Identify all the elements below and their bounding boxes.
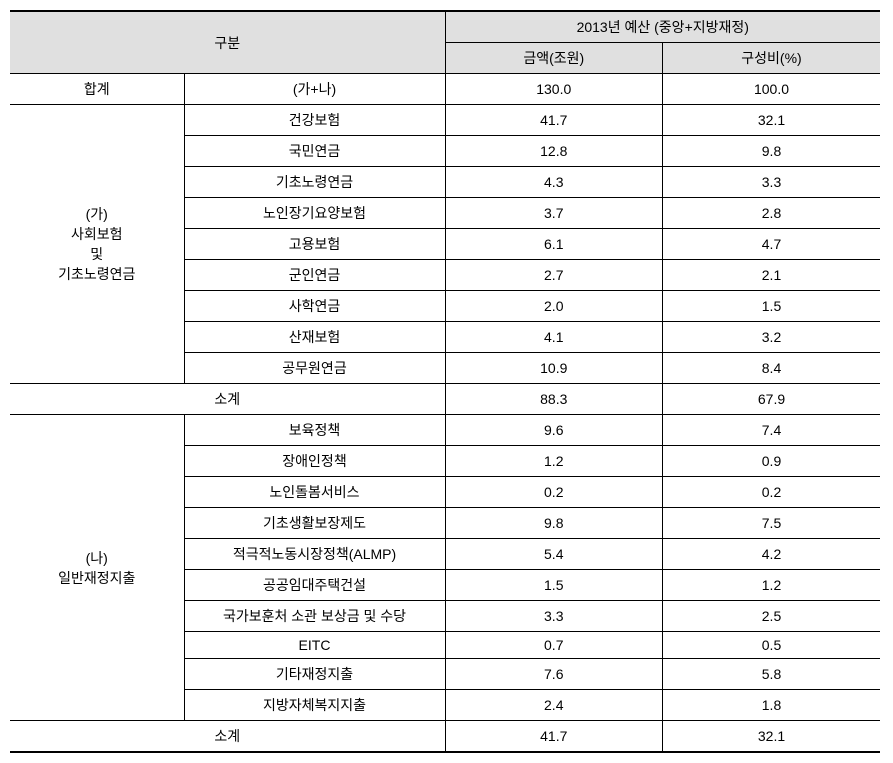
- subtotal-a-label: 소계: [10, 384, 445, 415]
- table-row-subtotal-b: 소계41.732.1: [10, 721, 880, 753]
- subtotal-b-ratio: 32.1: [663, 721, 881, 753]
- item-amount: 0.2: [445, 477, 663, 508]
- total-ratio: 100.0: [663, 74, 881, 105]
- table-row: (가) 사회보험 및 기초노령연금건강보험41.732.1: [10, 105, 880, 136]
- header-ratio: 구성비(%): [663, 43, 881, 74]
- table-row: (나) 일반재정지출보육정책9.67.4: [10, 415, 880, 446]
- item-ratio: 32.1: [663, 105, 881, 136]
- subtotal-a-ratio: 67.9: [663, 384, 881, 415]
- item-name: 기초노령연금: [184, 167, 445, 198]
- item-name: 장애인정책: [184, 446, 445, 477]
- item-ratio: 0.9: [663, 446, 881, 477]
- section-b-label: (나) 일반재정지출: [10, 415, 184, 721]
- item-name: 노인장기요양보험: [184, 198, 445, 229]
- item-ratio: 8.4: [663, 353, 881, 384]
- item-ratio: 9.8: [663, 136, 881, 167]
- item-amount: 4.3: [445, 167, 663, 198]
- total-label: 합계: [10, 74, 184, 105]
- item-ratio: 2.1: [663, 260, 881, 291]
- item-amount: 5.4: [445, 539, 663, 570]
- item-amount: 7.6: [445, 659, 663, 690]
- item-amount: 1.5: [445, 570, 663, 601]
- item-ratio: 3.3: [663, 167, 881, 198]
- item-ratio: 7.4: [663, 415, 881, 446]
- item-ratio: 4.2: [663, 539, 881, 570]
- item-name: 노인돌봄서비스: [184, 477, 445, 508]
- item-amount: 41.7: [445, 105, 663, 136]
- item-amount: 3.7: [445, 198, 663, 229]
- item-name: 국민연금: [184, 136, 445, 167]
- item-amount: 2.0: [445, 291, 663, 322]
- item-amount: 3.3: [445, 601, 663, 632]
- item-name: 군인연금: [184, 260, 445, 291]
- item-ratio: 1.8: [663, 690, 881, 721]
- item-name: 산재보험: [184, 322, 445, 353]
- item-amount: 4.1: [445, 322, 663, 353]
- item-amount: 2.7: [445, 260, 663, 291]
- item-ratio: 7.5: [663, 508, 881, 539]
- item-amount: 6.1: [445, 229, 663, 260]
- subtotal-b-amount: 41.7: [445, 721, 663, 753]
- table-row-total: 합계(가+나)130.0100.0: [10, 74, 880, 105]
- item-ratio: 2.8: [663, 198, 881, 229]
- item-name: 국가보훈처 소관 보상금 및 수당: [184, 601, 445, 632]
- item-ratio: 0.5: [663, 632, 881, 659]
- item-name: 고용보험: [184, 229, 445, 260]
- item-amount: 2.4: [445, 690, 663, 721]
- item-ratio: 5.8: [663, 659, 881, 690]
- item-amount: 9.8: [445, 508, 663, 539]
- item-name: 공무원연금: [184, 353, 445, 384]
- item-ratio: 0.2: [663, 477, 881, 508]
- item-ratio: 3.2: [663, 322, 881, 353]
- item-amount: 12.8: [445, 136, 663, 167]
- header-amount: 금액(조원): [445, 43, 663, 74]
- item-ratio: 1.5: [663, 291, 881, 322]
- header-budget-title: 2013년 예산 (중앙+지방재정): [445, 11, 880, 43]
- item-ratio: 4.7: [663, 229, 881, 260]
- item-amount: 10.9: [445, 353, 663, 384]
- item-amount: 1.2: [445, 446, 663, 477]
- item-name: 보육정책: [184, 415, 445, 446]
- section-a-label: (가) 사회보험 및 기초노령연금: [10, 105, 184, 384]
- total-amount: 130.0: [445, 74, 663, 105]
- subtotal-a-amount: 88.3: [445, 384, 663, 415]
- total-formula: (가+나): [184, 74, 445, 105]
- item-amount: 0.7: [445, 632, 663, 659]
- item-amount: 9.6: [445, 415, 663, 446]
- item-name: 기타재정지출: [184, 659, 445, 690]
- item-ratio: 2.5: [663, 601, 881, 632]
- item-name: 적극적노동시장정책(ALMP): [184, 539, 445, 570]
- item-name: 기초생활보장제도: [184, 508, 445, 539]
- item-name: 지방자체복지지출: [184, 690, 445, 721]
- budget-table: 구분 2013년 예산 (중앙+지방재정) 금액(조원) 구성비(%) 합계(가…: [10, 10, 880, 753]
- item-name: 공공임대주택건설: [184, 570, 445, 601]
- item-name: 사학연금: [184, 291, 445, 322]
- header-category: 구분: [10, 11, 445, 74]
- subtotal-b-label: 소계: [10, 721, 445, 753]
- item-ratio: 1.2: [663, 570, 881, 601]
- item-name: EITC: [184, 632, 445, 659]
- item-name: 건강보험: [184, 105, 445, 136]
- table-row-subtotal-a: 소계88.367.9: [10, 384, 880, 415]
